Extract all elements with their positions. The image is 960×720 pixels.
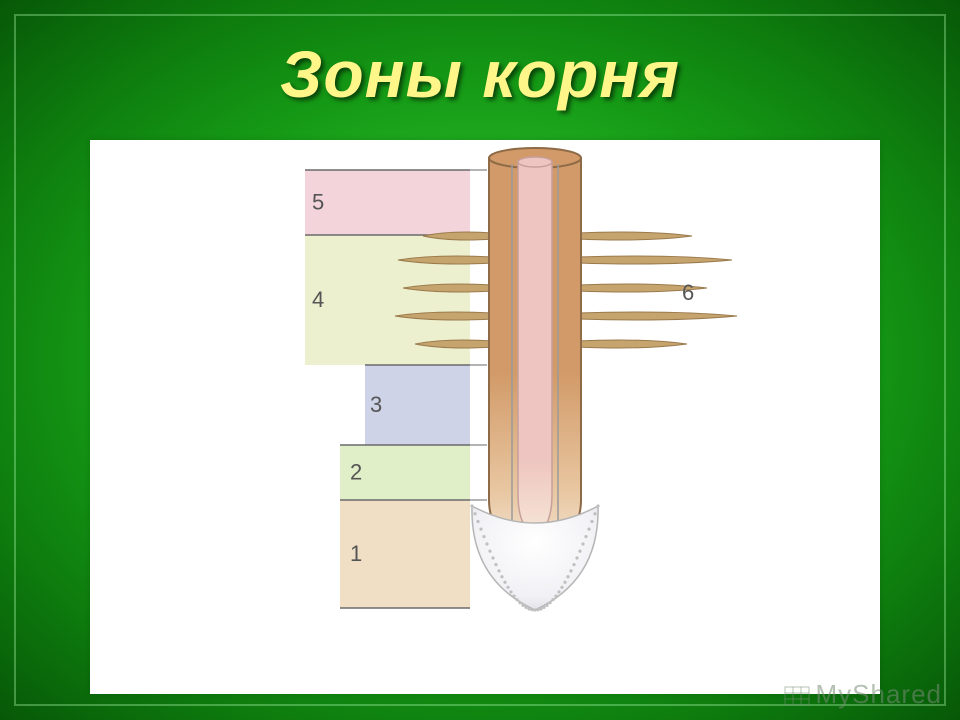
slide-title: Зоны корня — [0, 36, 960, 112]
svg-text:5: 5 — [312, 190, 324, 215]
diagram-panel: 5 4 3 2 1 6 — [90, 140, 880, 694]
slide: Зоны корня 543216 MyShared — [0, 0, 960, 720]
root-zones-diagram: 5 4 3 2 1 6 — [90, 140, 880, 694]
svg-text:2: 2 — [350, 460, 362, 485]
svg-text:3: 3 — [370, 392, 382, 417]
svg-text:4: 4 — [312, 287, 324, 312]
svg-text:1: 1 — [350, 541, 362, 566]
svg-text:6: 6 — [682, 280, 694, 305]
